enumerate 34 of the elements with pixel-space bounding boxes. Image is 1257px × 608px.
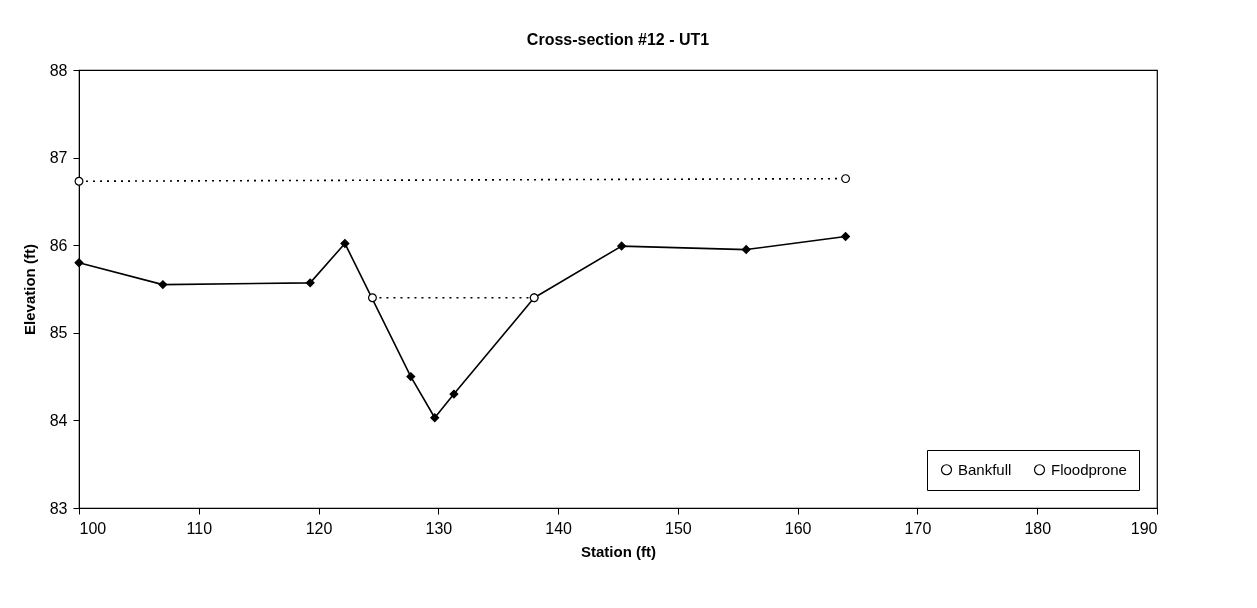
point bbox=[340, 238, 350, 248]
legend-label: Bankfull bbox=[958, 460, 1012, 478]
x-tick-label: 100 bbox=[79, 519, 107, 537]
point bbox=[449, 389, 459, 399]
y-tick-label: 86 bbox=[49, 236, 68, 254]
point bbox=[617, 241, 627, 251]
y-tick-label: 83 bbox=[49, 499, 68, 517]
x-tick-label: 190 bbox=[1130, 519, 1158, 537]
x-tick-label: 180 bbox=[1024, 519, 1052, 537]
point bbox=[74, 258, 84, 268]
x-tick-label: 120 bbox=[305, 519, 333, 537]
point bbox=[74, 176, 84, 186]
x-tick-label: 160 bbox=[784, 519, 812, 537]
y-tick-label: 88 bbox=[49, 61, 68, 79]
x-axis-title: Station (ft) bbox=[581, 542, 656, 560]
point bbox=[841, 231, 851, 241]
point bbox=[305, 278, 315, 288]
chart-title: Cross-section #12 - UT1 bbox=[526, 31, 710, 48]
x-tick-label: 150 bbox=[665, 519, 692, 537]
point bbox=[841, 174, 851, 184]
point bbox=[741, 245, 751, 255]
x-tick-label: 140 bbox=[545, 519, 573, 537]
y-tick-label: 85 bbox=[49, 324, 68, 342]
point bbox=[406, 372, 416, 382]
y-tick-label: 87 bbox=[49, 149, 68, 167]
point bbox=[158, 280, 168, 290]
x-tick-label: 130 bbox=[425, 519, 453, 537]
point bbox=[367, 293, 377, 303]
point bbox=[430, 413, 440, 423]
legend-label: Floodprone bbox=[1051, 460, 1127, 478]
x-tick-label: 170 bbox=[904, 519, 932, 537]
y-tick-label: 84 bbox=[49, 411, 68, 429]
y-axis-title: Elevation (ft) bbox=[20, 244, 38, 335]
x-tick-label: 110 bbox=[186, 519, 213, 537]
